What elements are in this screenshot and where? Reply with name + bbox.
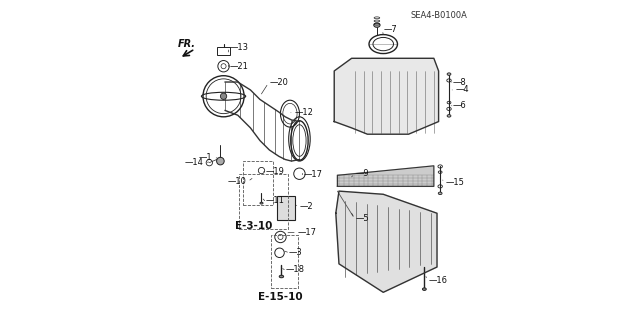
- Text: —15: —15: [446, 178, 465, 187]
- Ellipse shape: [447, 73, 451, 75]
- Bar: [243, 161, 273, 205]
- Ellipse shape: [260, 202, 263, 204]
- Text: —18: —18: [285, 265, 304, 274]
- Polygon shape: [337, 166, 434, 186]
- Polygon shape: [336, 191, 437, 292]
- Text: —7: —7: [383, 25, 397, 34]
- Text: —1: —1: [199, 153, 212, 162]
- Text: SEA4-B0100A: SEA4-B0100A: [410, 11, 467, 20]
- Text: —17: —17: [303, 170, 323, 179]
- Polygon shape: [334, 58, 438, 134]
- Text: —6: —6: [453, 101, 467, 110]
- Text: —17: —17: [298, 228, 317, 237]
- Text: —20: —20: [269, 78, 288, 87]
- Text: FR.: FR.: [178, 39, 196, 49]
- Text: —21: —21: [230, 62, 249, 71]
- Text: —3: —3: [289, 248, 302, 257]
- Ellipse shape: [438, 192, 442, 195]
- Ellipse shape: [279, 275, 284, 278]
- Bar: [239, 174, 289, 229]
- Text: E-15-10: E-15-10: [258, 292, 303, 302]
- Text: —16: —16: [428, 276, 447, 285]
- Text: —4: —4: [456, 85, 470, 94]
- Text: —19: —19: [266, 167, 285, 176]
- Text: —8: —8: [453, 78, 467, 86]
- Bar: [277, 196, 294, 219]
- Text: —9: —9: [355, 169, 369, 178]
- Text: —14: —14: [185, 158, 204, 167]
- Ellipse shape: [422, 288, 426, 290]
- Text: —13: —13: [230, 43, 249, 52]
- Ellipse shape: [374, 23, 380, 27]
- Circle shape: [216, 157, 224, 165]
- Text: E-3-10: E-3-10: [235, 221, 272, 231]
- Text: —10: —10: [228, 177, 246, 186]
- Text: —5: —5: [355, 213, 369, 222]
- Bar: [217, 47, 230, 55]
- Text: —12: —12: [294, 108, 314, 117]
- Text: —11: —11: [266, 196, 285, 205]
- Ellipse shape: [447, 115, 451, 117]
- Bar: [271, 235, 298, 287]
- Circle shape: [220, 93, 227, 100]
- Text: —2: —2: [300, 203, 314, 211]
